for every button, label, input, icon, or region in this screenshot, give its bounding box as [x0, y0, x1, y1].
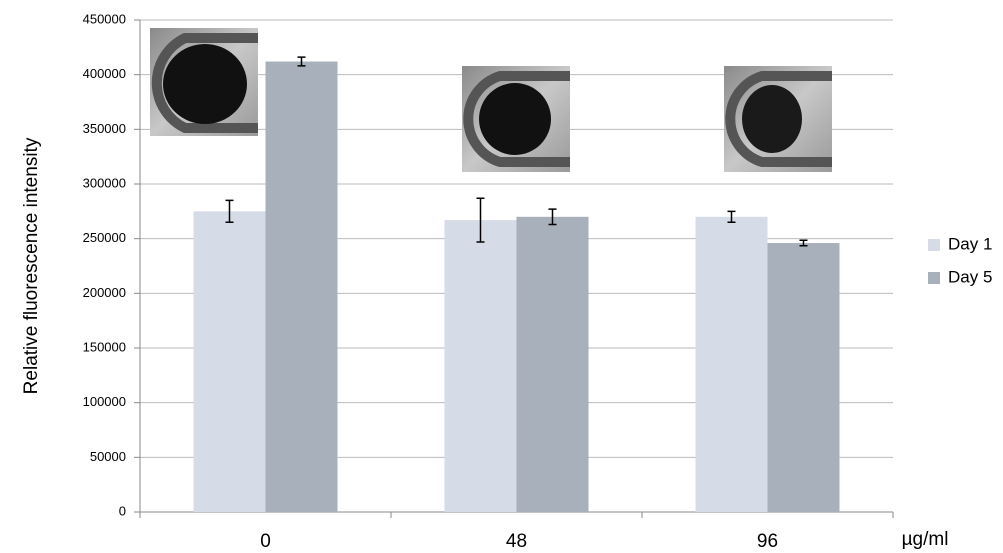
legend-swatch: [928, 272, 940, 284]
legend-label: Day 5: [948, 267, 992, 286]
y-tick-label: 250000: [83, 230, 126, 245]
x-tick-label: 96: [757, 531, 778, 552]
y-tick-label: 350000: [83, 121, 126, 136]
y-tick-label: 450000: [83, 11, 126, 26]
bar: [696, 217, 768, 512]
x-tick-label: 0: [260, 531, 271, 552]
micrograph: [150, 28, 258, 136]
micrograph: [462, 66, 570, 172]
bar: [768, 243, 840, 512]
y-tick-label: 200000: [83, 285, 126, 300]
bar: [445, 220, 517, 512]
y-tick-label: 400000: [83, 66, 126, 81]
legend-label: Day 1: [948, 234, 992, 253]
x-axis-title: µg/ml: [902, 529, 949, 550]
y-tick-label: 100000: [83, 394, 126, 409]
y-tick-label: 50000: [90, 449, 126, 464]
y-tick-label: 300000: [83, 175, 126, 190]
legend-swatch: [928, 239, 940, 251]
y-tick-label: 0: [119, 503, 126, 518]
chart: Relative fluorescence intensity µg/ml 0 5…: [0, 0, 1003, 553]
bar: [517, 217, 589, 512]
micrograph: [724, 66, 832, 172]
bar: [194, 211, 266, 512]
y-tick-label: 150000: [83, 339, 126, 354]
x-tick-label: 48: [506, 531, 527, 552]
y-axis-title: Relative fluorescence intensity: [21, 137, 42, 394]
bar: [266, 62, 338, 512]
